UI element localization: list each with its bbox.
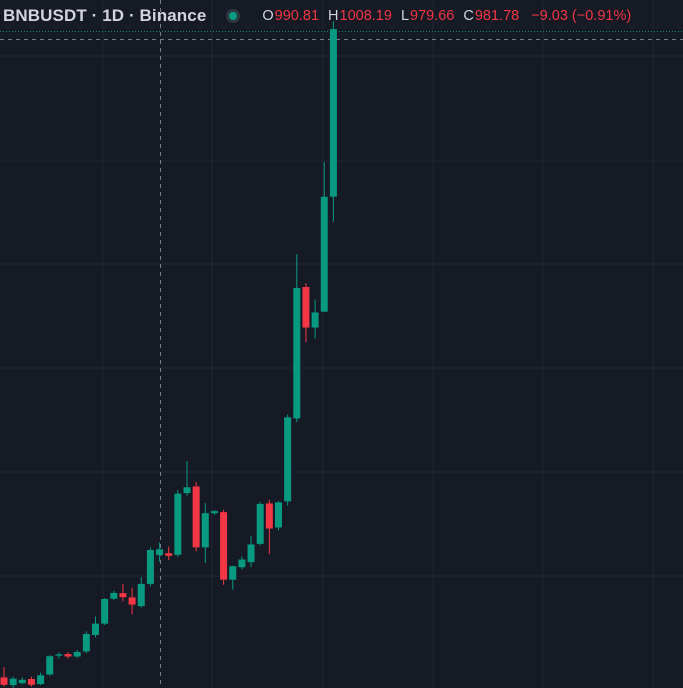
low-label: L <box>400 8 410 24</box>
candle-body <box>27 678 35 685</box>
candle-12 <box>110 590 118 601</box>
candle-body <box>329 29 337 197</box>
candle-body <box>320 196 328 312</box>
candle-31 <box>284 414 292 506</box>
candle-body <box>18 679 26 684</box>
ohlc-values: O 990.81 H 1008.19 L 979.66 C 981.78 −9.… <box>262 8 631 24</box>
candle-body <box>128 597 136 605</box>
candle-body <box>293 288 301 419</box>
high-label: H <box>328 8 339 24</box>
candle-18 <box>165 546 173 561</box>
candle-body <box>192 486 200 548</box>
symbol-title[interactable]: BNBUSDT · 1D · Binance <box>3 6 207 25</box>
candle-30 <box>275 501 282 531</box>
candle-11 <box>101 597 109 625</box>
candle-29 <box>265 499 273 554</box>
candle-body <box>210 511 218 514</box>
candle-0 <box>0 667 8 687</box>
candle-8 <box>73 649 81 659</box>
candle-36 <box>329 21 337 222</box>
candle-layer <box>0 21 337 688</box>
close-label: C <box>463 8 474 24</box>
candle-3 <box>27 676 35 687</box>
candle-27 <box>247 535 255 567</box>
candle-body <box>110 592 118 599</box>
low-value: 979.66 <box>410 8 455 24</box>
candle-35 <box>320 162 328 312</box>
candle-body <box>55 654 63 656</box>
high-value: 1008.19 <box>339 8 392 24</box>
candle-20 <box>183 461 191 496</box>
candle-body <box>156 549 164 556</box>
candle-body <box>82 633 90 652</box>
candle-body <box>101 599 109 624</box>
candle-10 <box>92 616 99 638</box>
open-label: O <box>262 8 274 24</box>
candle-body <box>238 559 246 568</box>
candle-body <box>247 544 255 563</box>
candle-5 <box>46 654 54 676</box>
candle-26 <box>238 556 246 570</box>
candle-32 <box>293 254 301 423</box>
close-value: 981.78 <box>474 8 520 24</box>
candle-14 <box>128 587 136 615</box>
candle-19 <box>174 489 182 557</box>
candle-9 <box>82 631 90 654</box>
candle-28 <box>256 501 264 546</box>
candle-body <box>302 287 310 328</box>
candle-17 <box>156 542 164 562</box>
candle-body <box>137 583 145 607</box>
candle-body <box>265 503 273 529</box>
candle-body <box>119 593 127 598</box>
candle-body <box>311 312 319 328</box>
candle-1 <box>9 676 17 688</box>
market-status-dot-icon[interactable] <box>226 9 241 23</box>
candle-body <box>284 417 292 502</box>
candle-body <box>92 623 99 636</box>
candle-21 <box>192 481 200 552</box>
candle-body <box>275 502 282 528</box>
candle-body <box>64 654 72 657</box>
candle-33 <box>302 283 310 343</box>
candle-body <box>146 550 154 584</box>
candle-22 <box>201 503 209 563</box>
candle-body <box>174 493 182 555</box>
candle-body <box>165 553 173 556</box>
candle-13 <box>119 583 127 602</box>
open-value: 990.81 <box>274 8 320 24</box>
candle-6 <box>55 652 63 659</box>
candle-34 <box>311 299 319 339</box>
candle-body <box>37 675 45 685</box>
change-value: −9.03 (−0.91%) <box>531 8 632 24</box>
candle-body <box>201 513 209 548</box>
candle-23 <box>210 510 218 516</box>
candle-2 <box>18 677 26 685</box>
candle-7 <box>64 652 72 659</box>
candle-16 <box>146 547 154 587</box>
candle-15 <box>137 577 145 608</box>
candle-body <box>229 566 237 580</box>
candle-body <box>220 512 228 580</box>
candle-body <box>183 487 191 494</box>
candle-body <box>9 678 17 686</box>
candle-body <box>256 503 264 544</box>
candle-body <box>73 651 81 657</box>
candle-body <box>46 656 54 675</box>
candle-4 <box>37 672 45 686</box>
candle-24 <box>220 509 228 585</box>
legend-header: BNBUSDT · 1D · Binance O 990.81 H 1008.1… <box>0 0 683 32</box>
candle-body <box>0 677 8 685</box>
candle-25 <box>229 565 237 590</box>
